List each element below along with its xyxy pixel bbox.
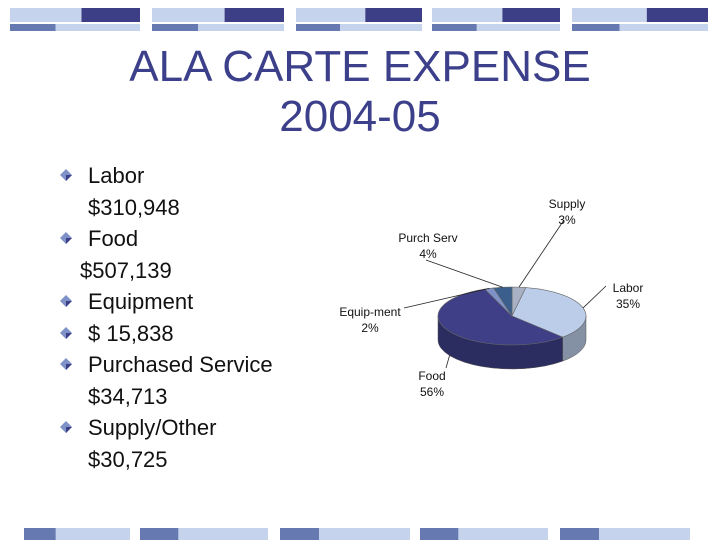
band-light-block — [319, 528, 410, 540]
band-light-block — [619, 24, 708, 31]
band-light-block — [432, 8, 503, 22]
slice-name: Equip-ment — [339, 305, 401, 319]
top-band-blocks — [10, 8, 708, 31]
band-mid-block — [10, 24, 56, 31]
bullet-value: $507,139 — [80, 257, 172, 283]
pie-slice-food — [437, 288, 564, 346]
band-dark-block — [81, 8, 140, 22]
bullet-supply-other: Supply/Other — [60, 412, 320, 444]
pie-label-equipment: Equip-ment 2% — [332, 304, 408, 336]
band-dark-block — [224, 8, 284, 22]
pie-leader-line — [518, 219, 565, 288]
bullet-label: Equipment — [88, 289, 194, 314]
pie-slice-purch-serv — [493, 286, 513, 318]
band-dark-block — [646, 8, 708, 22]
slice-name: Labor — [612, 281, 644, 295]
bullet-icon — [60, 326, 72, 339]
pie-leader-line — [403, 288, 490, 309]
bullet-label: Food — [88, 226, 139, 251]
band-light-block — [476, 24, 560, 31]
bullet-icon — [60, 358, 72, 370]
top-decorative-band — [10, 8, 708, 31]
bullet-icon — [60, 232, 72, 244]
bullet-label: Purchased Service — [88, 352, 273, 377]
band-mid-block — [432, 24, 477, 31]
band-mid-block — [572, 24, 620, 31]
bullet-icon — [60, 295, 72, 307]
band-light-block — [198, 24, 284, 31]
slice-name: Supply — [548, 197, 586, 211]
band-mid-block — [280, 528, 319, 540]
slice-percent: 2% — [361, 321, 379, 335]
slice-percent: 35% — [615, 297, 641, 311]
pie-leader-line — [425, 259, 503, 288]
bullet-label: Supply/Other — [88, 415, 217, 440]
band-mid-block — [152, 24, 199, 31]
band-mid-block — [296, 24, 341, 31]
bullet-label: Labor — [88, 163, 145, 188]
bullet-label: $ 15,838 — [88, 320, 174, 346]
band-light-block — [10, 8, 82, 22]
bullet-icon — [60, 169, 72, 181]
bullet-equipment-value: $ 15,838 — [60, 318, 320, 350]
band-light-block — [340, 24, 422, 31]
slide-title: ALA CARTE EXPENSE 2004-05 — [0, 42, 720, 142]
expense-bullet-list: Labor $310,948 Food $507,139 Equipment $… — [60, 160, 320, 475]
pie-leader-line — [582, 285, 607, 309]
bullet-purchased-service: Purchased Service — [60, 349, 320, 381]
pie-leader-line — [445, 355, 450, 369]
band-light-block — [296, 8, 366, 22]
slice-name: Purch Serv — [398, 231, 458, 245]
bullet-equipment: Equipment — [60, 286, 320, 318]
bullet-food: Food — [60, 223, 320, 255]
bullet-icon — [60, 421, 72, 433]
band-light-block — [599, 528, 690, 540]
band-mid-block — [560, 528, 599, 540]
band-dark-block — [365, 8, 422, 22]
expense-pie-chart — [403, 219, 607, 370]
pie-slice-labor — [511, 287, 587, 338]
band-mid-block — [420, 528, 459, 540]
pie-label-food: Food 56% — [404, 368, 460, 400]
bullet-value: $34,713 — [88, 383, 168, 409]
band-light-block — [55, 24, 140, 31]
slice-percent: 56% — [419, 385, 445, 399]
slice-percent: 3% — [558, 213, 576, 227]
title-line-1: ALA CARTE EXPENSE — [129, 42, 591, 91]
bottom-decorative-band — [24, 528, 690, 540]
bottom-band-blocks — [24, 528, 690, 540]
slice-percent: 4% — [419, 247, 437, 261]
bullet-value: $30,725 — [88, 446, 168, 472]
bullet-labor: Labor — [60, 160, 320, 192]
band-light-block — [572, 8, 647, 22]
pie-label-purch-serv: Purch Serv 4% — [388, 230, 468, 262]
pie-label-labor: Labor 35% — [600, 280, 656, 312]
pie-label-supply: Supply 3% — [532, 196, 602, 228]
title-line-2: 2004-05 — [279, 92, 441, 141]
band-light-block — [458, 528, 548, 540]
band-light-block — [55, 528, 130, 540]
band-dark-block — [502, 8, 560, 22]
bullet-value: $310,948 — [88, 194, 180, 220]
band-mid-block — [140, 528, 179, 540]
band-light-block — [152, 8, 225, 22]
band-mid-block — [24, 528, 56, 540]
band-light-block — [178, 528, 268, 540]
slice-name: Food — [418, 369, 446, 383]
